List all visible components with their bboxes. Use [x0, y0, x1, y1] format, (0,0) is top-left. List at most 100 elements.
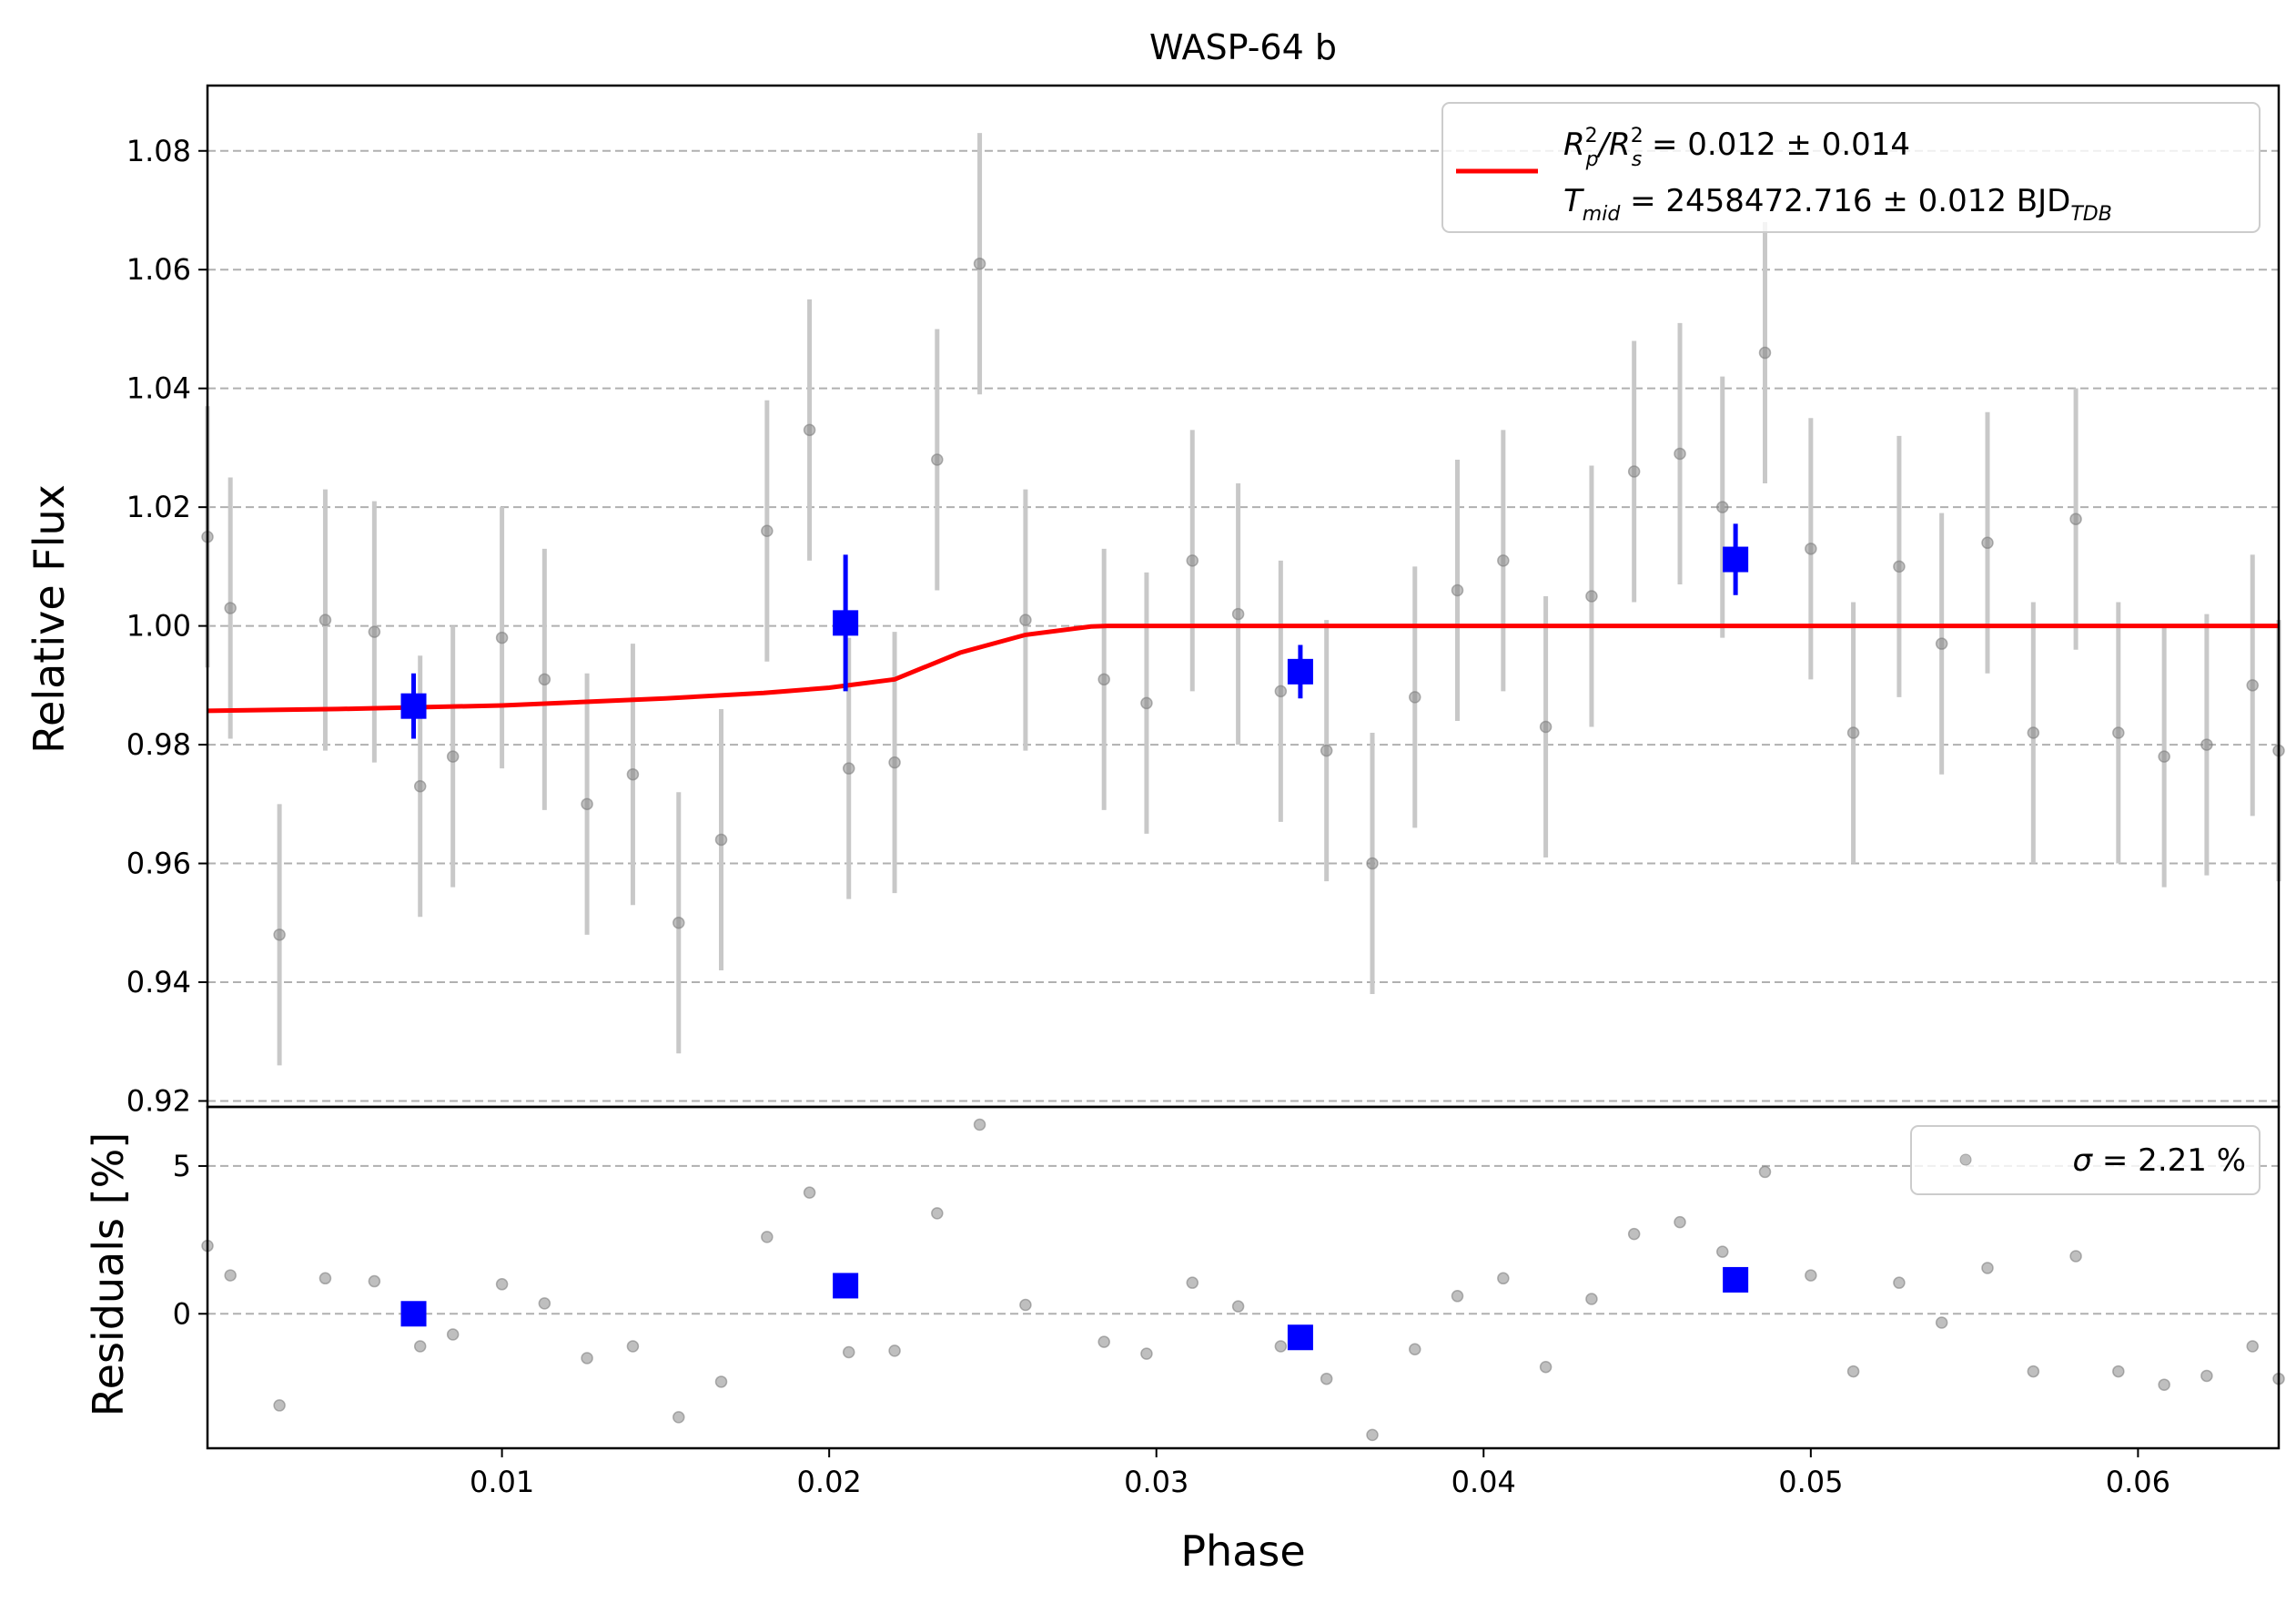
legend-sigma-symbol: σ [2073, 1142, 2094, 1179]
flux-binned-point [833, 610, 859, 636]
residuals-legend: σ = 2.21 % [1910, 1125, 2261, 1195]
flux-raw-point [368, 625, 381, 638]
residual-raw-point [1846, 1365, 1860, 1378]
legend-sigma-value: = 2.21 % [2092, 1142, 2246, 1179]
flux-raw-point [2158, 750, 2170, 763]
residual-raw-point [1097, 1335, 1110, 1348]
residual-raw-point [2069, 1250, 2082, 1263]
flux-raw-point [803, 423, 816, 437]
flux-raw-point [1805, 543, 1817, 555]
flux-raw-point [888, 756, 901, 769]
flux-raw-point [446, 750, 460, 763]
flux-raw-point [538, 673, 551, 686]
residual-y-tick-label: 0 [173, 1296, 191, 1331]
flux-raw-point [2246, 679, 2259, 692]
residual-raw-point [2200, 1369, 2213, 1383]
residual-raw-point [673, 1411, 685, 1424]
residual-raw-point [1019, 1298, 1032, 1312]
flux-raw-point [1935, 637, 1948, 650]
residual-raw-point [538, 1297, 551, 1310]
residual-binned-point [400, 1301, 427, 1327]
flux-y-tick-label: 0.92 [126, 1083, 191, 1118]
legend-depth-value: = 0.012 ± 0.014 [1642, 127, 1910, 163]
legend-rp-sub: p [1585, 148, 1599, 171]
flux-raw-point [1274, 685, 1288, 698]
flux-raw-point [973, 257, 986, 270]
flux-raw-point [495, 631, 509, 644]
legend-rs-sup: 2 [1631, 125, 1644, 147]
flux-raw-point [1320, 744, 1333, 757]
residual-raw-point [1981, 1262, 1994, 1274]
residual-raw-point [2027, 1365, 2040, 1378]
residual-binned-point [1287, 1324, 1313, 1351]
flux-raw-point [1716, 501, 1729, 513]
flux-y-tick-label: 1.06 [126, 252, 191, 287]
flux-raw-point [273, 928, 286, 941]
flux-raw-point [1097, 673, 1110, 686]
legend-rp-r: R [1563, 127, 1585, 163]
residuals-y-axis-label: Residuals [%] [84, 1132, 133, 1416]
flux-raw-point [319, 614, 332, 626]
flux-binned-point [1723, 546, 1749, 573]
flux-raw-point [581, 797, 593, 811]
flux-raw-point [1585, 590, 1598, 603]
residuals-axes-frame [206, 1105, 2281, 1450]
residual-raw-point [931, 1207, 944, 1220]
residual-raw-point [1497, 1272, 1510, 1285]
flux-raw-point [1186, 554, 1199, 567]
flux-raw-point [1539, 720, 1553, 734]
residual-raw-point [1320, 1372, 1333, 1385]
legend-tmid-value: = 2458472.716 ± 0.012 BJD [1620, 183, 2070, 219]
flux-raw-point [1497, 554, 1510, 567]
residual-y-tick-label: 5 [173, 1149, 191, 1183]
residual-raw-point [224, 1269, 237, 1282]
flux-raw-point [224, 602, 237, 614]
flux-raw-point [1366, 857, 1379, 870]
residual-raw-point [2112, 1365, 2125, 1378]
flux-y-tick-label: 0.94 [126, 965, 191, 999]
residual-raw-point [803, 1186, 816, 1199]
flux-raw-point [2200, 738, 2213, 751]
flux-binned-point [400, 693, 427, 719]
phase-x-tick-label: 0.01 [470, 1465, 534, 1499]
flux-y-tick-label: 1.02 [126, 490, 191, 524]
residual-raw-point [2158, 1378, 2170, 1391]
residual-raw-point [714, 1375, 728, 1388]
flux-panel: 0.92 0.94 0.96 0.98 1.00 1.02 1.04 1.06 1.08 Rel… [25, 84, 2285, 1118]
flux-gridlines [207, 149, 2279, 1102]
flux-raw-point [1409, 691, 1421, 704]
transit-model-line [207, 624, 2279, 714]
flux-y-axis-label: Relative Flux [25, 484, 74, 754]
legend-rp-sup: 2 [1585, 125, 1598, 147]
residual-raw-point [2246, 1340, 2259, 1353]
residual-raw-point [626, 1340, 640, 1353]
residual-raw-point [1539, 1360, 1553, 1374]
residual-raw-point [888, 1344, 901, 1357]
residual-raw-point [368, 1274, 381, 1288]
flux-raw-point [931, 453, 944, 466]
residual-raw-point [973, 1118, 986, 1131]
legend-tmid-sub: mid [1583, 203, 1622, 226]
residual-raw-point [1758, 1165, 1772, 1179]
phase-x-tick-label: 0.05 [1778, 1465, 1843, 1499]
flux-legend-box [1441, 102, 2261, 233]
residual-raw-point [1140, 1347, 1153, 1360]
residual-raw-point [319, 1272, 332, 1285]
flux-raw-point [2069, 512, 2082, 525]
residual-raw-point [1674, 1215, 1686, 1229]
residual-y-ticks: 05 [173, 1149, 207, 1331]
flux-y-ticks: 0.92 0.94 0.96 0.98 1.00 1.02 1.04 1.06 1.08 [126, 134, 207, 1118]
residual-binned-point [833, 1273, 859, 1299]
legend-sigma-label: σ = 2.21 % [2073, 1142, 2246, 1179]
flux-y-tick-label: 0.96 [126, 847, 191, 881]
residual-raw-point [842, 1345, 855, 1359]
flux-binned-point [1287, 658, 1313, 685]
residual-raw-point [1716, 1245, 1729, 1258]
residual-raw-point [1274, 1340, 1288, 1353]
residuals-legend-box [1910, 1125, 2261, 1195]
residual-raw-point [1231, 1300, 1245, 1313]
legend-tdb-sub: TDB [2070, 203, 2111, 226]
residual-raw-point [273, 1399, 286, 1412]
flux-raw-point [1627, 465, 1641, 478]
